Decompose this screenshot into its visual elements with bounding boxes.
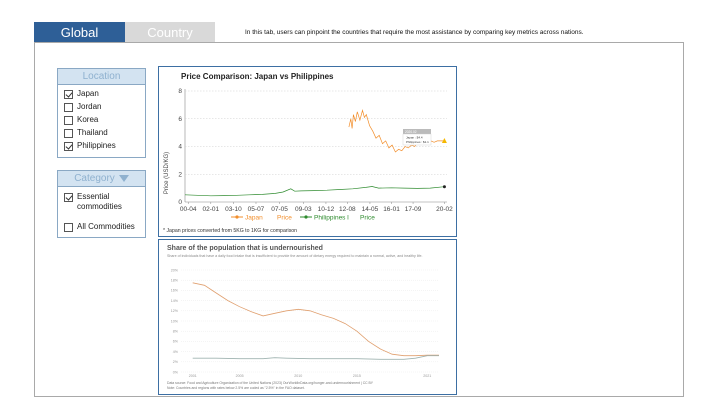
tooltip-date: 2020.02 [405, 130, 417, 134]
undernourishment-y-tick-label: 4% [173, 350, 179, 354]
location-option-label: Philippines [77, 141, 116, 150]
undernourishment-y-tick-label: 12% [171, 309, 179, 313]
tab-country[interactable]: Country [125, 22, 215, 42]
undernourishment-x-tick-label: 2005 [236, 374, 244, 378]
price-x-tick-label: 05-07 [248, 206, 265, 213]
tooltip-body [402, 133, 432, 146]
price-chart-ylabel: Price (USD/KG) [164, 152, 170, 194]
undernourishment-x-tick-label: 2001 [189, 374, 197, 378]
undernourishment-y-tick-label: 16% [171, 289, 179, 293]
checkbox-jordan[interactable] [64, 103, 73, 112]
legend-marker-philippines [304, 215, 308, 219]
price-series-line-philippines[interactable] [184, 186, 445, 197]
checkbox-philippines[interactable] [64, 142, 73, 151]
location-filter-title: Location [58, 69, 145, 85]
undernourishment-y-tick-label: 8% [173, 330, 179, 334]
checkbox-all-commodities[interactable] [64, 223, 73, 232]
price-y-tick-label: 0 [178, 199, 182, 206]
price-comparison-chart[interactable]: Price Comparison: Japan vs Philippines P… [158, 66, 457, 237]
undernourishment-y-tick-label: 10% [171, 319, 179, 323]
undernourishment-series-line-2[interactable] [192, 355, 439, 360]
location-filter-title-text: Location [82, 71, 121, 82]
price-y-tick-label: 6 [178, 116, 182, 123]
location-option-jordan[interactable]: Jordan [58, 102, 145, 112]
undernourishment-y-tick-label: 0% [173, 370, 179, 374]
legend-label-philippines: Philippines l [314, 215, 349, 222]
undernourishment-x-tick-label: 2021 [423, 374, 431, 378]
location-option-label: Korea [77, 115, 99, 124]
price-y-tick-label: 2 [178, 171, 182, 178]
checkbox-korea[interactable] [64, 116, 73, 125]
undernourishment-title: Share of the population that is undernou… [167, 245, 323, 252]
price-x-tick-label: 09-03 [295, 206, 312, 213]
price-x-tick-label: 00-04 [180, 206, 197, 213]
undernourishment-y-tick-label: 14% [171, 299, 179, 303]
price-end-marker-japan[interactable] [441, 137, 447, 143]
price-x-tick-label: 12-08 [339, 206, 356, 213]
legend-label-japan: Japan [245, 215, 263, 222]
price-x-tick-label: 03-10 [225, 206, 242, 213]
location-option-label: Japan [77, 89, 99, 98]
tooltip-line-japan: Japan : $4.4 [406, 136, 423, 140]
chevron-down-icon[interactable] [118, 175, 129, 182]
location-option-label: Thailand [77, 128, 108, 137]
tab-bar: Global Country In this tab, users can pi… [34, 22, 584, 42]
price-chart-title: Price Comparison: Japan vs Philippines [181, 72, 334, 81]
tooltip-line-philippines: Philippines : $1.1 [406, 140, 429, 144]
category-option-label: Essential commodities [77, 192, 122, 211]
tab-description: In this tab, users can pinpoint the coun… [245, 28, 584, 36]
undernourishment-subtitle: Share of individuals that have a daily f… [167, 254, 422, 258]
tab-global[interactable]: Global [34, 22, 125, 42]
price-tooltip: 2020.02 Japan : $4.4 Philippines : $1.1 [402, 129, 432, 146]
location-option-thailand[interactable]: Thailand [58, 128, 145, 138]
price-x-tick-label: 10-12 [318, 206, 335, 213]
tooltip-header [403, 129, 431, 134]
undernourishment-y-tick-label: 2% [173, 360, 179, 364]
price-x-tick-label: 20-02 [436, 206, 453, 213]
undernourishment-source: Data source: Food and Agriculture Organi… [167, 381, 374, 385]
category-filter-title[interactable]: Category [58, 171, 145, 187]
price-y-tick-label: 8 [178, 88, 182, 95]
undernourishment-series-line-1[interactable] [192, 282, 439, 357]
price-end-marker-philippines[interactable] [442, 185, 446, 189]
location-option-japan[interactable]: Japan [58, 89, 145, 99]
price-chart-svg: Price Comparison: Japan vs Philippines P… [163, 72, 453, 234]
location-filter: Location Japan Jordan Korea Thailand Phi… [57, 68, 146, 158]
undernourishment-x-tick-label: 2010 [294, 374, 302, 378]
price-x-tick-label: 14-05 [362, 206, 379, 213]
undernourishment-chart[interactable]: Share of the population that is undernou… [158, 239, 457, 395]
price-x-tick-label: 07-05 [271, 206, 288, 213]
checkbox-essential-commodities[interactable] [64, 193, 73, 202]
price-chart-legend: Japan Price Philippines l Price [231, 215, 375, 222]
checkbox-thailand[interactable] [64, 129, 73, 138]
price-chart-footnote: * Japan prices converted from 5KG to 1KG… [163, 228, 297, 234]
undernourishment-y-tick-label: 20% [171, 268, 179, 272]
legend-marker-japan [235, 215, 239, 219]
price-x-tick-label: 16-01 [383, 206, 400, 213]
undernourishment-x-tick-label: 2015 [353, 374, 361, 378]
location-option-philippines[interactable]: Philippines [58, 141, 145, 151]
location-option-label: Jordan [77, 102, 102, 111]
legend-suffix-philippines: Price [360, 215, 375, 222]
category-filter: Category Essential commodities All Commo… [57, 170, 146, 238]
price-y-tick-label: 4 [178, 144, 182, 151]
undernourishment-y-tick-label: 6% [173, 340, 179, 344]
undernourishment-chart-svg: Share of the population that is undernou… [167, 245, 439, 390]
price-x-tick-label: 17-09 [405, 206, 422, 213]
location-option-korea[interactable]: Korea [58, 115, 145, 125]
category-option-all[interactable]: All Commodities [58, 222, 145, 232]
legend-suffix-japan: Price [277, 215, 292, 222]
category-option-essential[interactable]: Essential commodities [58, 192, 145, 212]
price-x-tick-label: 02-01 [203, 206, 220, 213]
category-filter-title-text: Category [74, 173, 115, 184]
checkbox-japan[interactable] [64, 90, 73, 99]
undernourishment-subtitle-text: Share of individuals that have a daily f… [167, 254, 422, 258]
category-option-label: All Commodities [77, 222, 135, 231]
undernourishment-y-tick-label: 18% [171, 279, 179, 283]
undernourishment-note: Note: Countries and regions with rates b… [167, 386, 305, 390]
